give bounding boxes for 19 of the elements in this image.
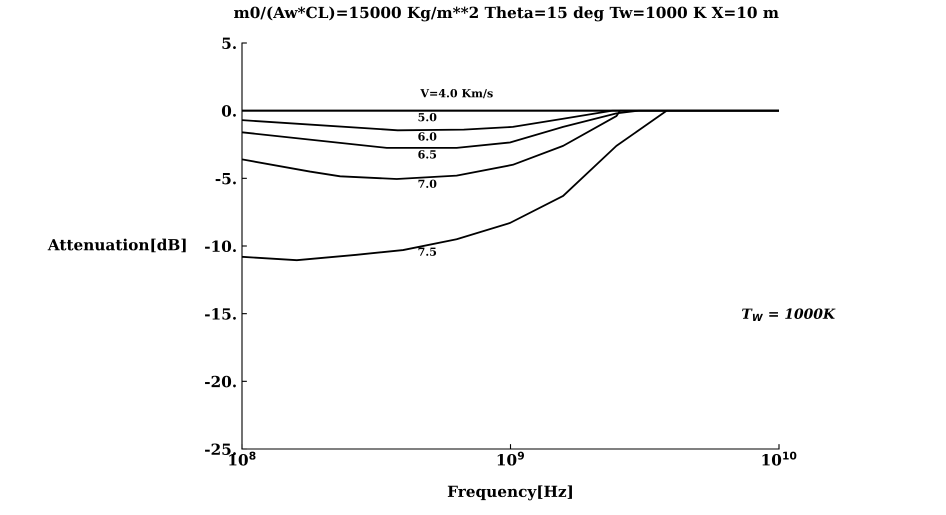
y-tick-label: -10. xyxy=(205,240,236,252)
x-tick-label: 10$^{10}$ xyxy=(762,452,796,466)
chart-title: m0/(Aw*CL)=15000 Kg/m**2 Theta=15 deg Tw=1000 K X=10 m xyxy=(234,6,779,22)
annotation: T$_{W}$ = 1000K xyxy=(742,308,836,322)
x-tick-label: 10$^{9}$ xyxy=(498,452,524,466)
y-tick-label: 0. xyxy=(222,105,236,117)
series-label: 7.0 xyxy=(418,180,436,188)
y-tick-label: -5. xyxy=(216,173,236,184)
y-tick-label: -25. xyxy=(205,443,236,456)
x-axis-title: Frequency[Hz] xyxy=(448,485,572,500)
y-tick-label: -20. xyxy=(205,376,236,388)
y-tick-label: 5. xyxy=(222,38,236,50)
series-label: 5.0 xyxy=(418,112,436,122)
series-label: 6.5 xyxy=(418,150,436,159)
series-label: V=4.0 Km/s xyxy=(420,89,493,98)
series-label: 6.0 xyxy=(418,132,436,141)
y-axis-title: Attenuation[dB] xyxy=(48,238,186,252)
series-label: 7.5 xyxy=(418,248,436,256)
y-tick-label: -15. xyxy=(205,308,236,320)
